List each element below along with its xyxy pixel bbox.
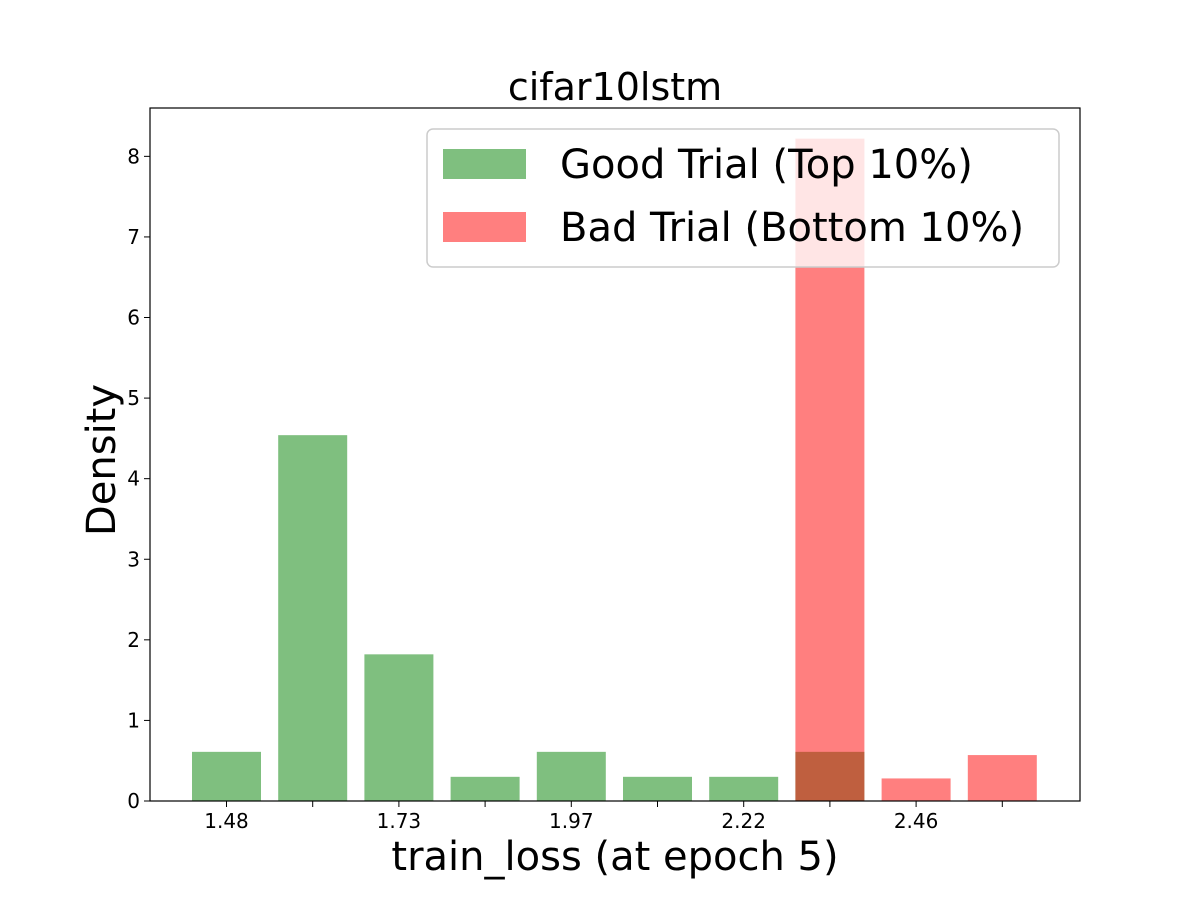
good-bar-0 [192, 751, 261, 801]
y-tick-label: 5 [127, 386, 140, 410]
y-tick-label: 7 [127, 225, 140, 249]
legend-label-good: Good Trial (Top 10%) [560, 142, 973, 188]
x-tick-label: 2.46 [894, 809, 939, 833]
bad-bar-9 [967, 755, 1037, 801]
y-tick-label: 2 [127, 628, 140, 652]
y-axis-label: Density [79, 384, 125, 536]
y-axis: 0 1 2 3 4 5 6 7 8 [127, 144, 150, 813]
plot-frame [149, 107, 1081, 802]
good-bar-1 [278, 435, 348, 801]
x-tick-label: 1.73 [377, 809, 422, 833]
legend: Good Trial (Top 10%) Bad Trial (Bottom 1… [426, 128, 1060, 268]
good-bar-3 [450, 776, 520, 801]
legend-box [426, 128, 1060, 268]
good-bar-4 [536, 751, 606, 801]
good-bar-2 [364, 654, 434, 801]
y-tick-label: 3 [127, 547, 140, 571]
chart-title: cifar10lstm [508, 65, 722, 109]
x-tick-label: 1.48 [204, 809, 249, 833]
good-bar-6 [709, 776, 779, 801]
x-tick-label: 2.22 [721, 809, 766, 833]
x-tick-label: 1.97 [549, 809, 594, 833]
legend-swatch-good [443, 149, 526, 179]
y-tick-label: 4 [127, 467, 140, 491]
legend-swatch-bad [443, 212, 526, 242]
good-bar-5 [623, 776, 692, 801]
x-axis: 1.48 1.73 1.97 2.22 2.46 [204, 801, 1003, 833]
y-tick-label: 6 [127, 306, 140, 330]
bad-bar-8 [881, 778, 951, 801]
legend-label-bad: Bad Trial (Bottom 10%) [560, 205, 1024, 251]
y-tick-label: 1 [127, 708, 140, 732]
x-axis-label: train_loss (at epoch 5) [391, 834, 838, 880]
y-tick-label: 8 [127, 144, 140, 168]
y-tick-label: 0 [127, 789, 140, 813]
